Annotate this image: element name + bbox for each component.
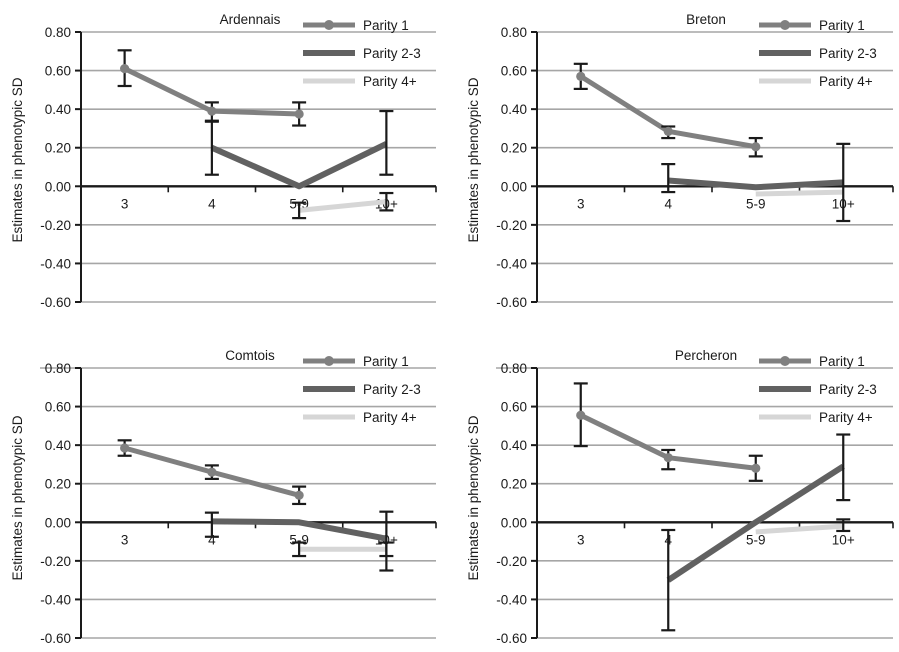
chart-comtois: 0.800.600.400.200.00-0.20-0.40-0.603 4 5-9…	[10, 348, 437, 646]
legend-label: Parity 4+	[819, 74, 873, 89]
legend-swatch-marker	[780, 356, 790, 366]
data-point-marker	[207, 106, 217, 116]
y-axis-label: Estimates in phenotypic SD	[10, 77, 25, 242]
x-axis-category-label: 4	[664, 196, 672, 211]
x-axis-category-label: 3	[577, 196, 585, 211]
chart-percheron: 0.800.600.400.200.00-0.20-0.40-0.60345-9…	[466, 348, 894, 646]
y-axis-tick-label: -0.60	[40, 295, 71, 310]
panel-title: Ardennais	[220, 12, 281, 27]
y-axis-tick-label: 0.60	[45, 64, 71, 79]
legend-label: Parity 1	[363, 18, 409, 33]
data-point-marker	[120, 443, 130, 453]
y-axis-tick-label: 0.40	[501, 438, 527, 453]
legend-label: Parity 2-3	[819, 46, 877, 61]
y-axis-tick-label: 0.40	[45, 438, 71, 453]
chart-breton: 0.80 0.60 0.40 0.20 0.00 -0.20 -0.40 -0.60 3 4 5-9…	[466, 12, 894, 310]
panel-title: Comtois	[225, 348, 275, 363]
y-axis-label: Estimates in phenotypic SD	[466, 77, 481, 242]
x-axis-category-label: 4	[208, 532, 216, 547]
y-axis-tick-label: -0.40	[40, 256, 71, 271]
legend-swatch-marker	[324, 20, 334, 30]
series-line	[298, 199, 387, 213]
y-axis-tick-label: -0.40	[496, 256, 527, 271]
x-axis-category-label: 3	[577, 532, 585, 547]
panel-percheron: 0.800.600.400.200.00-0.20-0.40-0.60345-9…	[450, 330, 899, 652]
y-axis-tick-label: -0.60	[40, 631, 71, 646]
x-axis-category-label: 10+	[832, 532, 855, 547]
y-axis-label: Estimates in phenotypic SD	[10, 415, 25, 580]
panel-breton: 0.80 0.60 0.40 0.20 0.00 -0.20 -0.40 -0.60 3 4 5-9…	[450, 0, 899, 330]
y-axis-tick-label: 0.80	[45, 361, 71, 376]
legend-label: Parity 2-3	[363, 46, 421, 61]
legend-label: Parity 4+	[819, 410, 873, 425]
y-axis-tick-label: 0.60	[501, 400, 527, 415]
series-line	[666, 463, 845, 583]
y-axis-tick-label: 0.00	[45, 179, 71, 194]
legend-label: Parity 1	[363, 354, 409, 369]
y-axis-tick-label: 0.20	[501, 141, 527, 156]
data-point-marker	[663, 453, 673, 463]
y-axis-tick-label: -0.20	[496, 218, 527, 233]
y-axis-label: Estimatse in phenotypic SD	[466, 415, 481, 580]
data-point-marker	[751, 142, 761, 152]
legend-swatch-marker	[780, 20, 790, 30]
y-axis-tick-label: -0.40	[40, 592, 71, 607]
y-axis-tick-label: 0.20	[501, 477, 527, 492]
y-axis-tick-label: -0.20	[40, 218, 71, 233]
y-axis-tick-label: 0.80	[45, 25, 71, 40]
legend-label: Parity 4+	[363, 74, 417, 89]
y-axis-tick-label: -0.20	[496, 554, 527, 569]
y-axis-tick-label: 0.60	[45, 400, 71, 415]
data-point-marker	[576, 71, 586, 81]
y-axis-tick-label: 0.80	[501, 25, 527, 40]
y-axis-tick-label: 0.00	[45, 515, 71, 530]
y-axis-tick-label: 0.40	[501, 102, 527, 117]
data-point-marker	[120, 64, 130, 74]
series-line	[668, 177, 844, 191]
legend-label: Parity 2-3	[363, 382, 421, 397]
y-axis-tick-label: 0.00	[501, 515, 527, 530]
y-axis-tick-label: 0.20	[45, 477, 71, 492]
y-axis-tick-label: -0.40	[496, 592, 527, 607]
data-point-marker	[663, 126, 673, 136]
panel-comtois: 0.80 0.60 0.40 0.20 0.00 -0.20 -0.40 -0.60 3 4 5-9…	[0, 330, 450, 652]
y-axis-tick-label: 0.80	[501, 361, 527, 376]
y-axis-tick-label: 0.40	[45, 102, 71, 117]
y-axis-tick-label: 0.00	[501, 179, 527, 194]
panel-title: Breton	[686, 12, 726, 27]
data-point-marker	[576, 410, 586, 420]
data-point-marker	[294, 490, 304, 500]
panel-title: Percheron	[675, 348, 737, 363]
y-axis-tick-label: -0.60	[496, 631, 527, 646]
legend-label: Parity 2-3	[819, 382, 877, 397]
y-axis-tick-label: -0.20	[40, 554, 71, 569]
series-line	[210, 141, 388, 190]
series-line	[755, 189, 844, 197]
legend-swatch-marker	[324, 356, 334, 366]
y-axis-tick-label: 0.60	[501, 64, 527, 79]
legend-label: Parity 1	[819, 18, 865, 33]
x-axis-category-label: 3	[121, 532, 129, 547]
legend-label: Parity 4+	[363, 410, 417, 425]
series-line	[211, 518, 387, 542]
data-point-marker	[751, 463, 761, 473]
data-point-marker	[294, 109, 304, 119]
y-axis-tick-label: -0.60	[496, 295, 527, 310]
x-axis-category-label: 3	[121, 196, 129, 211]
x-axis-category-label: 4	[208, 196, 216, 211]
series-line	[755, 523, 844, 535]
panel-ardennais: 0.800.600.400.200.00-0.20-0.40-0.60345-9…	[0, 0, 450, 330]
y-axis-tick-label: 0.20	[45, 141, 71, 156]
data-point-marker	[207, 467, 217, 477]
x-axis-category-label: 5-9	[746, 196, 766, 211]
chart-ardennais: 0.800.600.400.200.00-0.20-0.40-0.60345-9…	[10, 12, 437, 310]
legend-label: Parity 1	[819, 354, 865, 369]
x-axis-category-label: 5-9	[746, 532, 766, 547]
